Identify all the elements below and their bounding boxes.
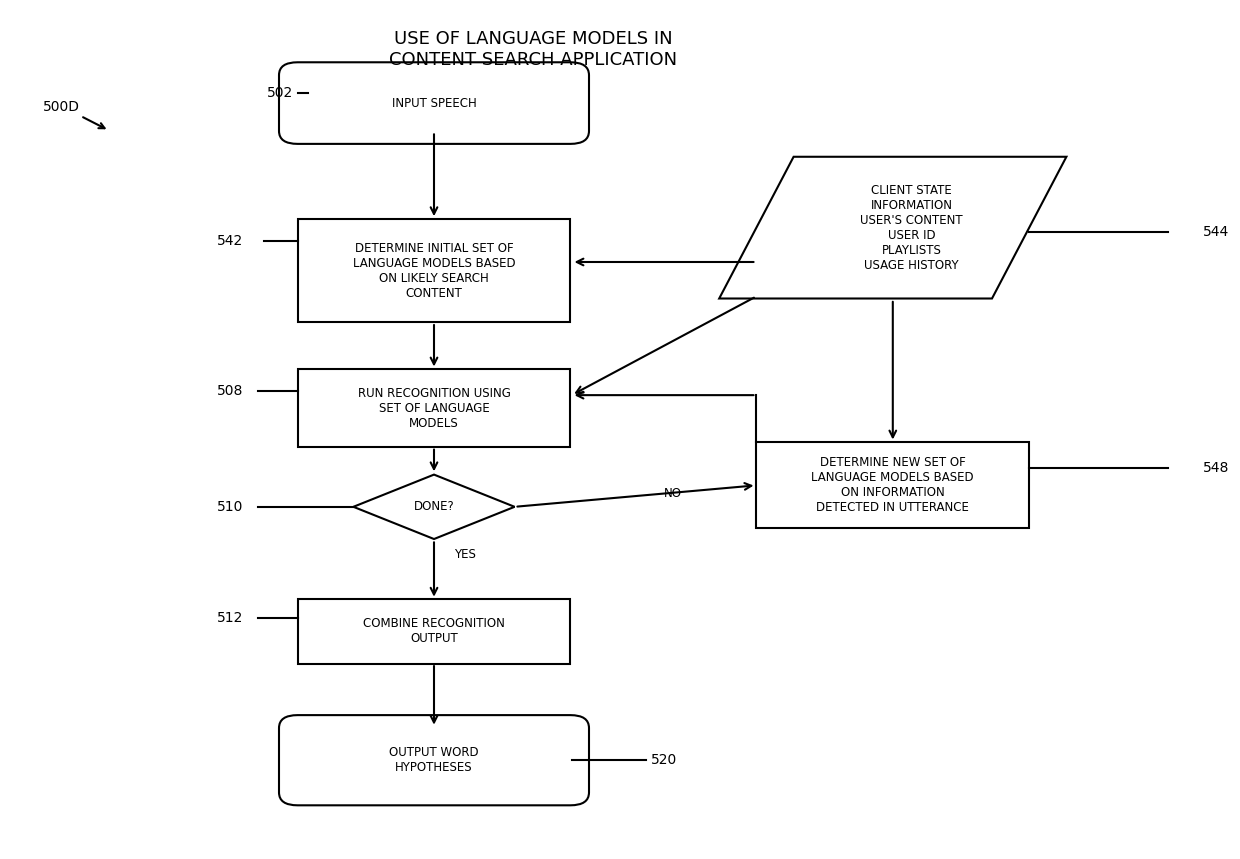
Text: 548: 548 [1203,461,1229,475]
Polygon shape [353,474,515,539]
Text: 510: 510 [217,500,243,514]
Text: 500D: 500D [43,101,81,114]
Text: DETERMINE INITIAL SET OF
LANGUAGE MODELS BASED
ON LIKELY SEARCH
CONTENT: DETERMINE INITIAL SET OF LANGUAGE MODELS… [352,241,516,300]
Text: INPUT SPEECH: INPUT SPEECH [392,96,476,110]
FancyBboxPatch shape [279,715,589,806]
Text: USE OF LANGUAGE MODELS IN
CONTENT SEARCH APPLICATION: USE OF LANGUAGE MODELS IN CONTENT SEARCH… [389,30,677,69]
Text: 520: 520 [651,753,677,767]
FancyBboxPatch shape [298,219,570,322]
Text: DONE?: DONE? [414,500,454,514]
Text: YES: YES [454,547,476,561]
Text: 512: 512 [217,612,243,625]
Text: 508: 508 [217,384,243,398]
FancyBboxPatch shape [279,63,589,143]
Polygon shape [719,157,1066,299]
Text: 542: 542 [217,234,243,247]
Text: CLIENT STATE
INFORMATION
USER'S CONTENT
USER ID
PLAYLISTS
USAGE HISTORY: CLIENT STATE INFORMATION USER'S CONTENT … [861,184,962,271]
FancyBboxPatch shape [298,600,570,663]
Text: RUN RECOGNITION USING
SET OF LANGUAGE
MODELS: RUN RECOGNITION USING SET OF LANGUAGE MO… [357,387,511,430]
Text: NO: NO [663,487,682,501]
FancyBboxPatch shape [756,442,1029,528]
Text: COMBINE RECOGNITION
OUTPUT: COMBINE RECOGNITION OUTPUT [363,618,505,645]
Text: 502: 502 [267,86,293,100]
Text: 544: 544 [1203,225,1229,239]
Text: DETERMINE NEW SET OF
LANGUAGE MODELS BASED
ON INFORMATION
DETECTED IN UTTERANCE: DETERMINE NEW SET OF LANGUAGE MODELS BAS… [811,456,975,515]
Text: OUTPUT WORD
HYPOTHESES: OUTPUT WORD HYPOTHESES [389,746,479,774]
FancyBboxPatch shape [298,369,570,447]
